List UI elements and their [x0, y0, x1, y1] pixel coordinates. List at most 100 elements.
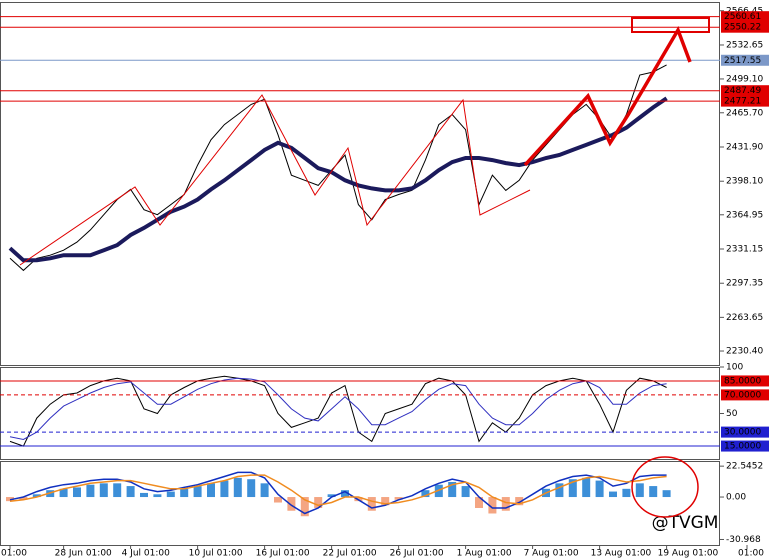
x-tick-label: 1 Aug 01:00	[457, 549, 512, 559]
series-line	[9, 377, 667, 441]
series-line	[9, 471, 667, 515]
x-tick-label: 13 Aug 01:00	[591, 549, 652, 559]
histogram-bar	[233, 477, 242, 498]
x-tick-label: 10 Jul 01:00	[189, 549, 243, 559]
histogram-bar	[515, 497, 524, 506]
y-tick-label: 2263.65	[726, 313, 763, 323]
y-tick-label: 2230.40	[726, 347, 763, 357]
level-label-box	[721, 440, 769, 452]
y-tick-label: 2297.35	[726, 279, 763, 289]
y-tick-label: 2398.10	[726, 177, 763, 187]
level-label: 15.0000	[724, 442, 761, 452]
y-tick-label: -30.968	[726, 535, 761, 545]
macd-frame	[0, 461, 720, 546]
histogram-bar	[180, 488, 189, 498]
histogram-bar	[448, 481, 457, 498]
histogram-bar	[113, 483, 122, 498]
level-label: 30.0000	[724, 428, 761, 438]
x-tick-label: 19 Aug 01:00	[658, 549, 719, 559]
watermark: @TVGM	[652, 513, 719, 533]
x-tick-label: 01:00	[738, 549, 764, 559]
histogram-bar	[32, 494, 41, 498]
histogram-bar	[662, 490, 671, 498]
histogram-bar	[86, 484, 95, 498]
histogram-bar	[166, 491, 175, 498]
level-label: 85.0000	[724, 376, 761, 386]
histogram-bar	[153, 494, 162, 498]
level-label-box	[721, 389, 769, 401]
histogram-bar	[59, 488, 68, 498]
level-label-box	[721, 21, 769, 33]
level-label-box	[721, 426, 769, 438]
histogram-bar	[582, 477, 591, 498]
histogram-bar	[609, 491, 617, 498]
histogram-bar	[649, 486, 658, 498]
histogram-bar	[327, 494, 336, 498]
histogram-bar	[19, 497, 28, 500]
histogram-bar	[140, 492, 148, 498]
histogram-bar	[247, 479, 256, 498]
stoch-frame	[0, 367, 720, 460]
histogram-bar	[635, 483, 644, 498]
histogram-bar	[622, 488, 631, 498]
histogram-bar	[488, 497, 497, 514]
x-tick-label: 01:00	[1, 549, 27, 559]
level-label: 70.0000	[724, 390, 761, 400]
histogram-bar	[341, 490, 349, 498]
level-label: 2477.21	[724, 97, 761, 107]
x-tick-label: 4 Jul 01:00	[122, 549, 171, 559]
histogram-bar	[287, 497, 296, 511]
level-label-box	[721, 375, 769, 387]
histogram-bar	[421, 490, 430, 498]
annotations	[19, 17, 710, 518]
histogram-bar	[501, 497, 510, 511]
histogram-bar	[260, 483, 269, 498]
y-tick-label: 2465.70	[726, 108, 763, 118]
highlight-circle	[631, 456, 699, 518]
histogram-bar	[367, 497, 376, 511]
histogram-bar	[126, 486, 135, 498]
histogram-bar	[193, 486, 202, 498]
histogram-bar	[73, 487, 81, 498]
histogram-bar	[595, 480, 604, 498]
level-label: 2487.49	[724, 86, 761, 96]
y-tick-label: 0.00	[726, 493, 746, 503]
level-label: 2517.55	[724, 56, 761, 66]
histogram-bar	[300, 497, 309, 517]
y-tick-label: 2499.10	[726, 74, 763, 84]
histogram-bar	[394, 497, 403, 500]
level-label-box	[721, 85, 769, 97]
histogram-bar	[555, 483, 564, 498]
histogram-bar	[207, 483, 215, 498]
y-tick-label: 22.5452	[726, 462, 763, 472]
x-tick-label: 22 Jul 01:00	[323, 549, 377, 559]
level-label-box	[721, 11, 769, 23]
series-line	[9, 375, 667, 447]
arrows	[523, 25, 692, 167]
x-tick-label: 16 Jul 01:00	[256, 549, 310, 559]
histogram-bar	[220, 480, 229, 498]
histogram-bar	[475, 497, 483, 509]
histogram-bar	[568, 479, 577, 498]
histogram-bar	[381, 497, 390, 506]
zigzag	[19, 94, 531, 266]
histogram-bar	[274, 497, 282, 503]
price-frame	[0, 2, 720, 366]
y-tick-label: 100	[726, 363, 743, 373]
y-tick-label: 50	[726, 409, 738, 419]
y-tick-label: 2364.95	[726, 210, 763, 220]
target-box	[631, 17, 710, 33]
level-label: 2560.61	[724, 12, 761, 22]
panel-frames	[0, 2, 720, 546]
level-label: 2550.22	[724, 23, 761, 33]
level-label-box	[721, 95, 769, 107]
x-tick-label: 26 Jul 01:00	[390, 549, 444, 559]
level-label-box	[721, 54, 769, 66]
series-line	[8, 96, 668, 263]
x-tick-label: 7 Aug 01:00	[524, 549, 579, 559]
x-tick-label: 28 Jun 01:00	[55, 549, 112, 559]
series-line	[9, 474, 667, 507]
y-tick-label: 2431.90	[726, 142, 763, 152]
